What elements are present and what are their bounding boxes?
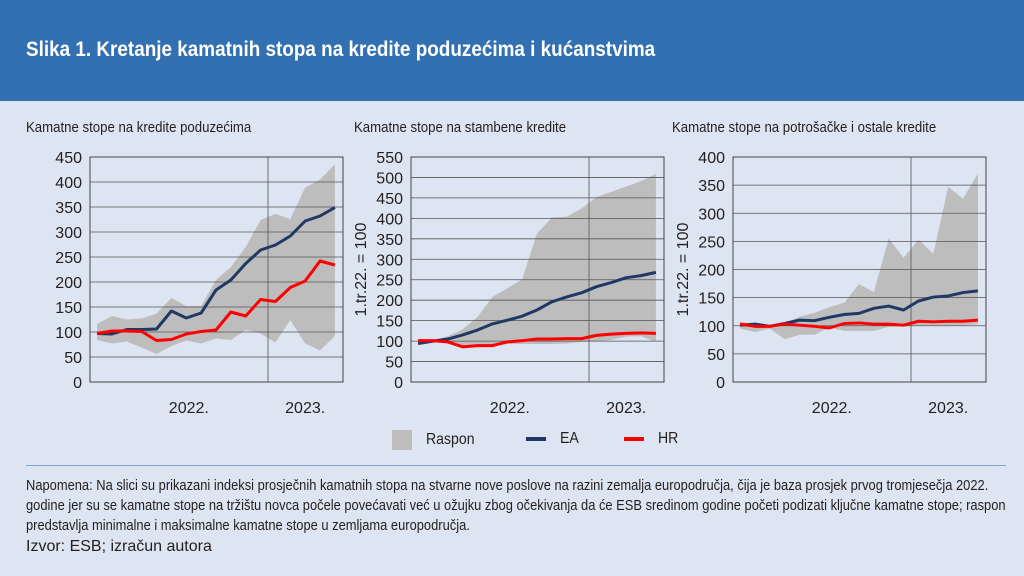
y-tick-label: 100	[698, 319, 725, 336]
legend-swatch-ea	[526, 437, 546, 441]
series-line-hr	[418, 331, 656, 349]
panel-title-3: Kamatne stope na potrošačke i ostale kre…	[672, 119, 937, 136]
y-tick-label: 50	[707, 347, 725, 364]
panel-title-2: Kamatne stope na stambene kredite	[354, 119, 567, 136]
series-line-hr	[739, 318, 979, 330]
y-tick-label: 0	[394, 375, 403, 392]
divider	[26, 465, 1006, 466]
legend-label-ea: EA	[560, 430, 579, 447]
y-tick-label: 450	[376, 191, 403, 208]
series-line-hr	[96, 259, 336, 342]
y-tick-label: 100	[376, 334, 403, 351]
y-tick-label: 250	[376, 273, 403, 290]
y-tick-label: 250	[698, 234, 725, 251]
legend-item-hr: HR	[624, 430, 681, 448]
y-tick-label: 150	[55, 300, 82, 317]
y-tick-label: 400	[698, 150, 725, 167]
series-line-ea	[97, 206, 336, 336]
series-line-ea	[417, 270, 657, 346]
legend-swatch-hr	[624, 437, 644, 441]
header-bar: Slika 1. Kretanje kamatnih stopa na kred…	[0, 0, 1024, 101]
y-axis-label: 1.tr.22. = 100	[675, 222, 692, 316]
x-tick-label: 2023.	[606, 400, 646, 417]
y-tick-label: 450	[55, 150, 82, 167]
x-tick-label: 2022.	[490, 400, 530, 417]
y-tick-label: 350	[698, 178, 725, 195]
y-tick-label: 200	[376, 293, 403, 310]
chart-panel-1: 0 50 100 150 200 250 300 350 400 450 2022. 2023.	[55, 150, 344, 417]
y-tick-label: 250	[55, 250, 82, 267]
y-axis-label: 1.tr.22. = 100	[353, 222, 370, 316]
x-tick-label: 2022.	[812, 400, 852, 417]
plot-frame	[89, 156, 344, 383]
x-tick-label: 2023.	[928, 400, 968, 417]
y-tick-label: 150	[698, 291, 725, 308]
x-tick-label: 2023.	[285, 400, 325, 417]
legend-label-range: Raspon	[426, 431, 475, 448]
note-text: Napomena: Na slici su prikazani indeksi …	[26, 477, 1006, 534]
y-tick-label: 150	[376, 314, 403, 331]
y-tick-label: 400	[376, 211, 403, 228]
legend-swatch-range	[392, 430, 412, 450]
legend: Raspon EA HR	[0, 430, 1024, 452]
y-tick-label: 200	[698, 263, 725, 280]
range-band	[418, 173, 656, 346]
plot-frame	[410, 156, 665, 383]
chart-panel-3: 0 50 100 150 200 250 300 350 400 2022. 2023. 1.tr.2…	[675, 150, 987, 417]
chart-panel-2: 0 50 100 150 200 250 300 350 400 450 500 550 2022. 20…	[353, 150, 665, 417]
legend-item-ea: EA	[526, 430, 581, 448]
y-tick-label: 300	[55, 225, 82, 242]
y-tick-label: 300	[698, 206, 725, 223]
legend-item-range: Raspon	[392, 430, 481, 450]
y-tick-label: 100	[55, 325, 82, 342]
y-tick-label: 500	[376, 170, 403, 187]
figure-title: Slika 1. Kretanje kamatnih stopa na kred…	[26, 38, 656, 61]
panel-title-1: Kamatne stope na kredite poduzećima	[26, 119, 252, 136]
charts-svg: 0 50 100 150 200 250 300 350 400 450 2022. 2023. 0 50…	[55, 150, 987, 417]
y-tick-label: 50	[64, 350, 82, 367]
y-tick-label: 50	[385, 355, 403, 372]
legend-label-hr: HR	[658, 430, 679, 447]
y-tick-label: 350	[376, 232, 403, 249]
x-tick-label: 2022.	[169, 400, 209, 417]
plot-frame	[732, 156, 987, 383]
y-tick-label: 400	[55, 175, 82, 192]
y-tick-label: 350	[55, 200, 82, 217]
y-tick-label: 550	[376, 150, 403, 167]
y-tick-label: 300	[376, 252, 403, 269]
y-tick-label: 200	[55, 275, 82, 292]
y-tick-label: 0	[716, 375, 725, 392]
source-text: Izvor: ESB; izračun autora	[26, 538, 212, 555]
y-tick-label: 0	[73, 375, 82, 392]
